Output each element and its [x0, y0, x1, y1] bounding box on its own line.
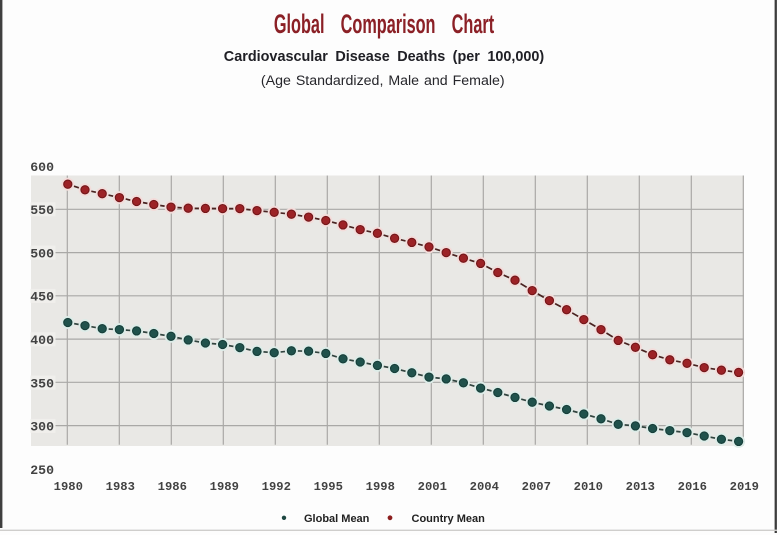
svg-text:2004: 2004: [470, 480, 499, 494]
svg-text:Country Mean: Country Mean: [412, 513, 486, 525]
svg-text:350: 350: [30, 376, 54, 391]
svg-text:Global Mean: Global Mean: [304, 513, 370, 525]
svg-text:1992: 1992: [262, 480, 291, 494]
svg-text:(Age Standardized, Male and Fe: (Age Standardized, Male and Female): [261, 73, 505, 89]
svg-text:300: 300: [30, 420, 54, 435]
svg-text:1986: 1986: [158, 480, 187, 494]
svg-text:400: 400: [30, 333, 54, 348]
svg-text:600: 600: [30, 160, 54, 175]
svg-text:Cardiovascular Disease Deaths: Cardiovascular Disease Deaths (per 100,0…: [224, 49, 545, 65]
svg-text:2001: 2001: [418, 480, 447, 494]
svg-text:450: 450: [30, 290, 54, 305]
svg-text:1989: 1989: [210, 480, 239, 494]
svg-text:2016: 2016: [678, 480, 707, 494]
svg-text:2019: 2019: [730, 480, 759, 494]
svg-text:1995: 1995: [314, 480, 343, 494]
svg-text:2010: 2010: [574, 480, 603, 494]
svg-text:1980: 1980: [54, 480, 83, 494]
svg-text:500: 500: [30, 246, 54, 261]
svg-text:250: 250: [30, 463, 54, 478]
svg-text:Global Comparison Chart: Global Comparison Chart: [274, 9, 495, 39]
svg-text:2013: 2013: [626, 480, 655, 494]
svg-text:1998: 1998: [366, 480, 395, 494]
svg-text:550: 550: [30, 203, 54, 218]
svg-text:1983: 1983: [106, 480, 135, 494]
svg-text:2007: 2007: [522, 480, 551, 494]
